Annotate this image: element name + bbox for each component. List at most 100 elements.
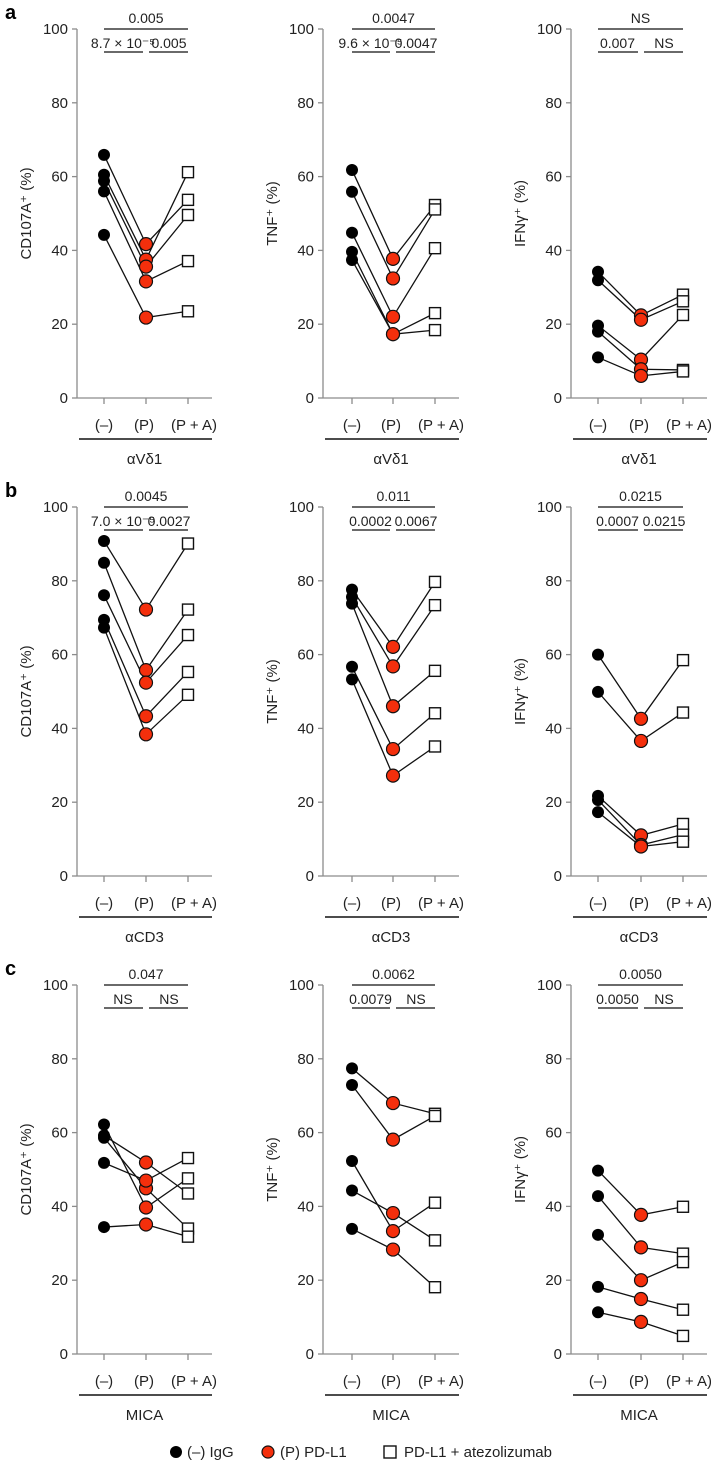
chart-panel: 0 20 40 60 80 100 TNF⁺ (%) (–) (P) (P + A) MICA 0.0… (264, 966, 464, 1424)
pdl1-point (385, 1224, 401, 1239)
atezo-point (676, 817, 690, 831)
panels: a 0 20 40 60 80 100 CD107A⁺ (%) (–) (P) (P + A) αVδ… (5, 2, 711, 1424)
y-axis-label: IFNγ⁺ (%) (512, 658, 529, 725)
igg-point (98, 589, 110, 602)
group-label: αCD3 (372, 929, 411, 946)
x-tick-label: (P) (629, 1373, 649, 1390)
atezo-point (676, 1303, 690, 1316)
igg-point (592, 806, 604, 819)
y-tick-label: 40 (545, 720, 562, 737)
atezo-point (428, 740, 442, 753)
y-tick-label: 80 (51, 95, 68, 112)
pvalue-right: NS (406, 991, 425, 1007)
pvalue-left: 7.0 × 10⁻⁵ (91, 513, 155, 529)
atezo-point (676, 1329, 690, 1343)
y-tick-label: 20 (51, 794, 68, 811)
chart-panel: 0 20 40 60 80 100 TNF⁺ (%) (–) (P) (P + A) αCD3 0.0… (264, 488, 464, 946)
y-axis-label: TNF⁺ (%) (264, 181, 281, 246)
x-tick-label: (P) (134, 1373, 154, 1390)
y-tick-label: 100 (43, 21, 68, 38)
y-axis-label: TNF⁺ (%) (264, 659, 281, 724)
atezo-point (428, 1234, 442, 1247)
pdl1-point (633, 368, 649, 383)
pdl1-point (385, 309, 401, 324)
pdl1-point (385, 1132, 401, 1147)
y-tick-label: 80 (545, 95, 562, 112)
igg-point (98, 1221, 110, 1234)
y-tick-label: 100 (537, 499, 562, 516)
y-tick-label: 20 (297, 1272, 314, 1289)
x-tick-label: (P) (381, 417, 401, 434)
donor-line (351, 581, 436, 649)
igg-point (98, 621, 110, 634)
pdl1-point (138, 1217, 154, 1232)
y-tick-label: 100 (537, 977, 562, 994)
x-tick-label: (–) (343, 417, 361, 434)
atezo-point (428, 1196, 442, 1209)
pvalue-right: 0.005 (151, 35, 186, 51)
pvalue-outer: 0.0215 (619, 488, 662, 504)
y-tick-label: 60 (545, 647, 562, 664)
y-tick-label: 80 (51, 573, 68, 590)
y-tick-label: 40 (51, 1198, 68, 1215)
y-tick-label: 0 (60, 1346, 68, 1363)
y-tick-label: 100 (537, 21, 562, 38)
y-tick-label: 80 (297, 573, 314, 590)
pvalue-outer: 0.011 (377, 488, 411, 504)
y-tick-label: 100 (43, 977, 68, 994)
atezo-point (181, 688, 195, 702)
pdl1-point (385, 1095, 401, 1111)
igg-point (592, 351, 604, 364)
group-label: αCD3 (125, 929, 164, 946)
y-tick-label: 20 (297, 316, 314, 333)
pvalue-right: 0.0027 (148, 513, 191, 529)
igg-point (346, 163, 358, 176)
chart-panel: 0 20 40 60 80 100 IFNγ⁺ (%) (–) (P) (P + A) αVδ1 NS… (512, 10, 711, 468)
pvalue-right: 0.0215 (643, 513, 686, 529)
donor-line (351, 1084, 436, 1141)
y-tick-label: 60 (51, 1125, 68, 1142)
igg-point (98, 148, 110, 161)
pvalue-left: 0.0007 (596, 513, 639, 529)
pdl1-point (633, 733, 649, 749)
pdl1-point (385, 768, 401, 783)
group-label: αVδ1 (127, 451, 162, 468)
pvalue-outer: 0.047 (128, 966, 163, 982)
pvalue-left: 0.0002 (349, 513, 392, 529)
y-tick-label: 20 (545, 316, 562, 333)
igg-point (98, 1118, 110, 1131)
y-axis-label: CD107A⁺ (%) (18, 167, 35, 259)
pvalue-outer: 0.0045 (125, 488, 168, 504)
atezo-point (181, 603, 195, 616)
igg-point (592, 265, 604, 278)
atezo-point (181, 193, 195, 207)
pvalue-outer: NS (631, 10, 650, 26)
pdl1-point (138, 709, 154, 724)
igg-point (346, 1155, 358, 1168)
pvalue-outer: 0.005 (128, 10, 163, 26)
y-tick-label: 40 (545, 1198, 562, 1215)
chart-panel: 0 20 40 60 80 100 IFNγ⁺ (%) (–) (P) (P + A) αCD3 0.… (512, 488, 711, 946)
pdl1-point (138, 1200, 154, 1215)
legend-atezo-label: PD-L1 + atezolizumab (404, 1444, 552, 1461)
y-tick-label: 0 (554, 1346, 562, 1363)
y-axis-label: CD107A⁺ (%) (18, 1123, 35, 1215)
y-tick-label: 0 (554, 390, 562, 407)
atezo-point (428, 598, 442, 612)
igg-point (346, 185, 358, 198)
x-tick-label: (–) (95, 895, 113, 912)
igg-point (98, 1156, 110, 1169)
y-tick-label: 20 (545, 1272, 562, 1289)
igg-point (346, 226, 358, 239)
pdl1-point (138, 1155, 154, 1170)
atezo-point (676, 1255, 690, 1269)
y-tick-label: 60 (297, 169, 314, 186)
x-tick-label: (P + A) (171, 417, 217, 434)
igg-point (592, 1164, 604, 1177)
atezo-point (676, 835, 690, 848)
y-tick-label: 0 (306, 1346, 314, 1363)
y-tick-label: 0 (306, 868, 314, 885)
pvalue-left: 0.007 (600, 35, 635, 51)
igg-point (346, 1062, 358, 1075)
pvalue-right: NS (654, 991, 673, 1007)
